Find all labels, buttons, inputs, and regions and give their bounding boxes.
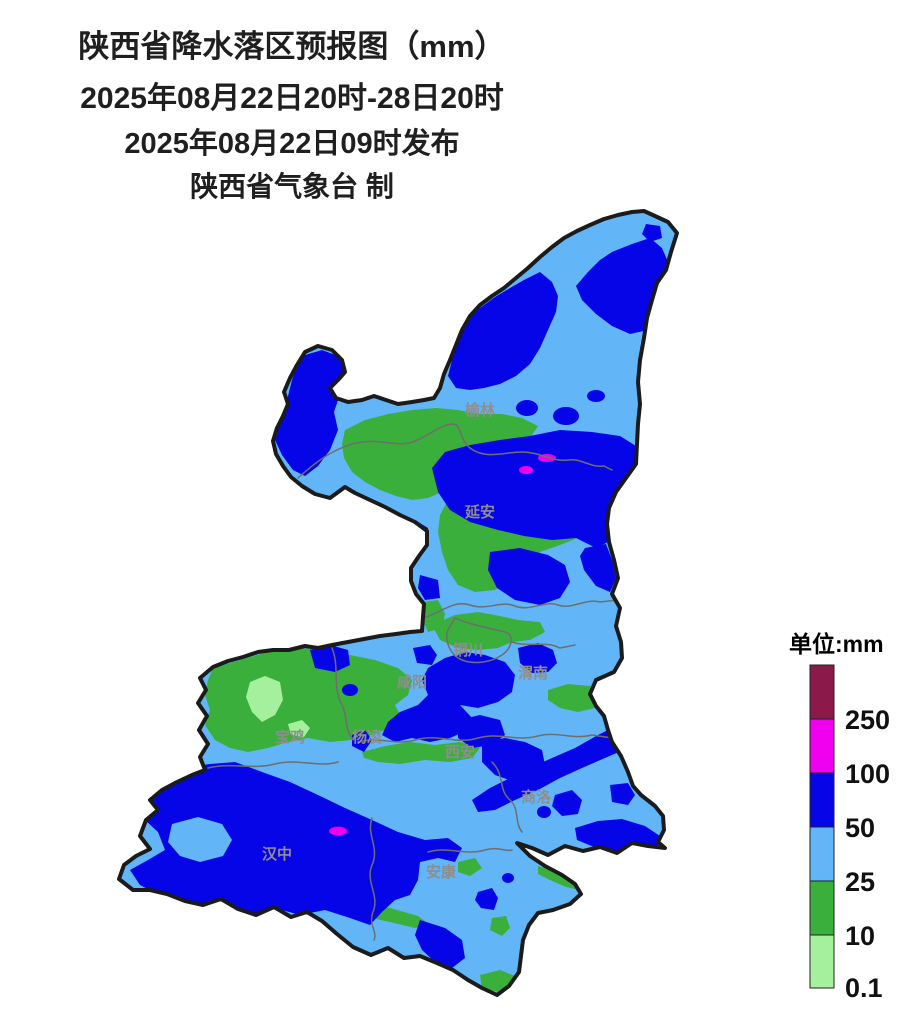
prefecture-borders — [207, 423, 619, 941]
green-patch — [432, 612, 545, 650]
green-patch — [458, 858, 482, 876]
legend-label-10: 10 — [845, 921, 875, 951]
hanzhong-basin-lightblue — [168, 817, 232, 862]
ankang-shangluo-border — [491, 761, 523, 833]
legend-swatch-250-up — [809, 664, 835, 720]
blue-patch — [580, 544, 616, 592]
green-patch — [538, 866, 579, 890]
blue-patch — [518, 643, 557, 673]
issuer: 陕西省气象台 制 — [190, 170, 394, 202]
blue-patch — [413, 645, 437, 665]
blue-patch — [130, 762, 462, 925]
magenta-spot — [519, 466, 533, 474]
blue-patch — [475, 888, 498, 910]
blue-patch — [382, 652, 515, 742]
blue-patch — [587, 390, 605, 402]
city-label-xianyang: 咸阳 — [397, 673, 427, 691]
city-labels: 榆林 延安 铜川 渭南 咸阳 杨凌 宝鸡 西安 商洛 汉中 安康 — [262, 401, 552, 881]
tongchuan-weinan-border — [511, 641, 576, 649]
city-label-hanzhong: 汉中 — [262, 845, 292, 863]
city-label-yulin: 榆林 — [465, 401, 496, 419]
magenta-spot — [329, 826, 347, 836]
lightgreen-patch — [288, 720, 310, 737]
city-label-ankang: 安康 — [426, 863, 457, 881]
blue-patch — [275, 350, 344, 476]
legend-swatch-10-25 — [809, 880, 835, 936]
blue-patch — [310, 645, 350, 672]
legend-label-0.1: 0.1 — [845, 973, 883, 1003]
legend-label-25: 25 — [845, 867, 875, 897]
legend-label-50: 50 — [845, 813, 875, 843]
blue-patch — [610, 783, 635, 805]
wei-river — [357, 733, 613, 743]
baoji-xianyang-border — [331, 647, 353, 739]
legend-swatch-100-250 — [809, 718, 835, 774]
blue-patch — [488, 548, 570, 605]
city-label-yanan: 延安 — [464, 503, 495, 521]
blue-patch — [576, 238, 668, 334]
green-patch — [548, 684, 600, 712]
baoji-hanzhong-border — [207, 761, 339, 769]
legend: 单位:mm 250 100 50 25 10 0.1 — [789, 631, 890, 1003]
city-label-yangling: 杨凌 — [352, 728, 383, 746]
blue-patch — [448, 272, 558, 390]
green-patch — [205, 648, 412, 752]
city-label-shangluo: 商洛 — [521, 788, 552, 806]
blue-patch — [418, 575, 440, 600]
blue-patch — [342, 684, 358, 696]
legend-label-100: 100 — [845, 759, 890, 789]
city-label-tongchuan: 铜川 — [453, 641, 483, 659]
forecast-period: 2025年08月22日20时-28日20时 — [80, 82, 504, 115]
rain-regions-0.1-10 — [246, 676, 310, 737]
rain-regions-50-100 — [130, 224, 668, 968]
title-block: 陕西省降水落区预报图（mm） 2025年08月22日20时-28日20时 202… — [78, 29, 505, 202]
legend-swatch-25-50 — [809, 826, 835, 882]
blue-patch — [642, 224, 662, 242]
province-outline — [117, 209, 679, 997]
green-patch — [342, 408, 538, 500]
hanzhong-ankang-border — [369, 817, 376, 941]
blue-patch — [516, 400, 538, 416]
legend-label-250: 250 — [845, 705, 890, 735]
green-patch — [490, 916, 510, 936]
blue-patch — [502, 873, 514, 883]
blue-patch — [537, 806, 551, 818]
green-patch — [362, 742, 480, 764]
tongchuan-border — [446, 617, 512, 664]
map-title: 陕西省降水落区预报图（mm） — [78, 29, 505, 64]
legend-unit-label: 单位:mm — [789, 631, 884, 657]
issue-time: 2025年08月22日09时发布 — [124, 126, 459, 160]
legend-swatch-50-100 — [809, 772, 835, 828]
blue-patch — [415, 920, 465, 968]
city-label-xian: 西安 — [445, 743, 475, 761]
blue-patch — [553, 407, 579, 425]
han-river — [427, 847, 513, 853]
yulin-yanan-border — [297, 423, 613, 479]
city-label-baoji: 宝鸡 — [275, 728, 305, 746]
city-label-weinan: 渭南 — [518, 664, 548, 682]
lightgreen-patch — [246, 676, 283, 722]
blue-patch — [432, 430, 636, 548]
blue-patch — [552, 790, 582, 816]
yanan-south-border — [423, 599, 619, 619]
legend-swatch-0.1-10 — [809, 934, 835, 989]
